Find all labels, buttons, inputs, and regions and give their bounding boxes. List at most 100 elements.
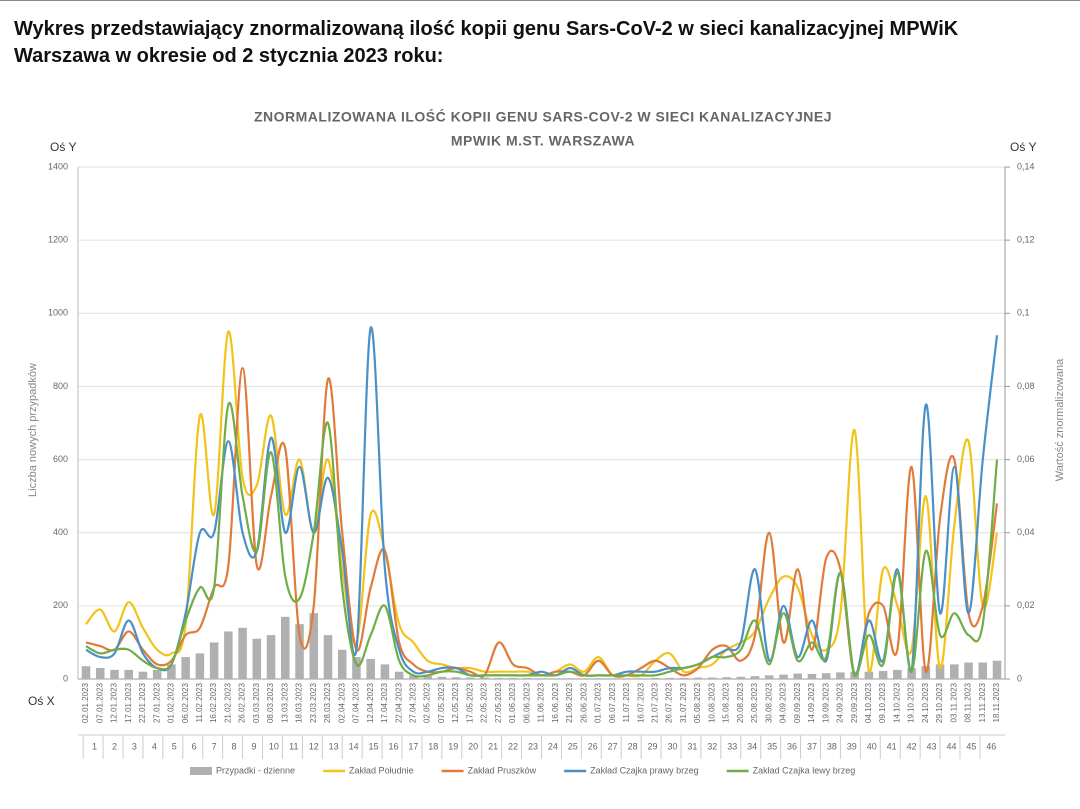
week-label: 34: [747, 741, 757, 751]
y2-tick-label: 0,04: [1017, 527, 1035, 537]
chart-title: MPWIK M.ST. WARSZAWA: [451, 133, 635, 149]
x-tick-label: 17.04.2023: [380, 682, 389, 723]
x-tick-label: 01.07.2023: [594, 682, 603, 723]
week-label: 4: [152, 741, 157, 751]
week-label: 14: [349, 741, 359, 751]
x-tick-label: 19.09.2023: [821, 682, 830, 723]
x-tick-label: 02.04.2023: [337, 682, 346, 723]
bar: [323, 635, 333, 679]
bar: [893, 669, 902, 679]
week-label: 5: [172, 741, 177, 751]
x-tick-label: 13.11.2023: [978, 682, 987, 722]
bar: [537, 678, 546, 679]
week-label: 37: [807, 741, 817, 751]
y2-tick-label: 0,06: [1017, 454, 1035, 464]
bar: [466, 677, 475, 679]
x-tick-label: 26.07.2023: [665, 682, 674, 723]
x-tick-label: 07.05.2023: [437, 682, 446, 723]
bar: [907, 668, 916, 679]
y2-tick-label: 0,12: [1017, 235, 1035, 245]
x-tick-label: 09.10.2023: [878, 682, 887, 723]
x-tick-label: 05.08.2023: [693, 682, 702, 723]
bar: [722, 677, 731, 679]
x-tick-label: 29.10.2023: [935, 682, 944, 723]
week-label: 19: [448, 741, 458, 751]
bar: [594, 678, 603, 679]
bar: [992, 660, 1002, 679]
x-tick-label: 21.06.2023: [565, 682, 574, 723]
y-tick-label: 200: [53, 600, 68, 610]
bar: [508, 677, 518, 679]
week-label: 26: [588, 741, 598, 751]
x-tick-label: 27.05.2023: [494, 682, 503, 723]
x-tick-label: 30.08.2023: [764, 682, 773, 723]
x-tick-label: 08.11.2023: [964, 682, 973, 722]
bar: [295, 624, 304, 679]
bar: [309, 613, 319, 679]
week-label: 3: [132, 741, 137, 751]
bar: [522, 677, 532, 679]
week-label: 28: [628, 741, 638, 751]
week-label: 1: [92, 741, 97, 751]
week-label: 23: [528, 741, 538, 751]
legend-label: Przypadki - dzienne: [216, 765, 295, 775]
bar: [651, 677, 660, 679]
x-tick-label: 12.04.2023: [366, 682, 375, 723]
week-label: 6: [192, 741, 197, 751]
x-tick-label: 11.02.2023: [195, 682, 204, 722]
bar: [152, 669, 162, 679]
y-tick-label: 600: [53, 454, 68, 464]
bar: [181, 657, 190, 679]
x-tick-label: 18.03.2023: [295, 682, 304, 723]
bar: [81, 666, 91, 679]
bar: [238, 627, 247, 679]
x-tick-label: 21.02.2023: [223, 682, 232, 723]
bar: [579, 678, 589, 679]
bar: [551, 678, 561, 679]
week-label: 35: [767, 741, 777, 751]
x-tick-label: 01.06.2023: [508, 682, 517, 723]
bar: [665, 677, 674, 679]
x-tick-label: 18.11.2023: [992, 682, 1001, 722]
bar: [565, 678, 575, 679]
week-label: 22: [508, 741, 518, 751]
x-tick-label: 31.07.2023: [679, 682, 688, 723]
x-tick-label: 27.01.2023: [152, 682, 161, 723]
x-tick-label: 21.07.2023: [650, 682, 659, 723]
bar: [95, 668, 105, 679]
y-tick-label: 0: [63, 673, 68, 683]
bar: [110, 669, 119, 679]
x-tick-label: 23.03.2023: [309, 682, 318, 723]
x-tick-label: 10.08.2023: [707, 682, 716, 723]
y-tick-label: 1000: [48, 308, 68, 318]
bar: [209, 642, 219, 679]
bar: [935, 664, 945, 679]
x-tick-label: 16.06.2023: [551, 682, 560, 723]
y2-axis-name: Oś Y: [1010, 140, 1036, 154]
legend-label: Zakład Czajka prawy brzeg: [590, 765, 699, 775]
x-tick-label: 24.09.2023: [836, 682, 845, 723]
week-label: 13: [329, 741, 339, 751]
week-label: 10: [269, 741, 279, 751]
x-tick-label: 20.08.2023: [736, 682, 745, 723]
x-axis-name: Oś X: [28, 694, 55, 708]
week-label: 2: [112, 741, 117, 751]
x-tick-label: 27.04.2023: [409, 682, 418, 723]
bar: [964, 662, 973, 679]
x-tick-label: 29.09.2023: [850, 682, 859, 723]
x-tick-label: 11.07.2023: [622, 682, 631, 722]
bar: [167, 664, 176, 679]
y2-tick-label: 0,1: [1017, 308, 1030, 318]
week-label: 46: [986, 741, 996, 751]
week-label: 41: [887, 741, 897, 751]
x-tick-label: 16.02.2023: [209, 682, 218, 723]
week-label: 42: [907, 741, 917, 751]
y2-tick-label: 0,08: [1017, 381, 1035, 391]
x-tick-label: 17.01.2023: [124, 682, 133, 723]
x-tick-label: 19.10.2023: [907, 682, 916, 723]
bar: [836, 672, 845, 679]
bar: [950, 664, 959, 679]
x-tick-label: 16.07.2023: [636, 682, 645, 723]
x-tick-label: 12.05.2023: [451, 682, 460, 723]
